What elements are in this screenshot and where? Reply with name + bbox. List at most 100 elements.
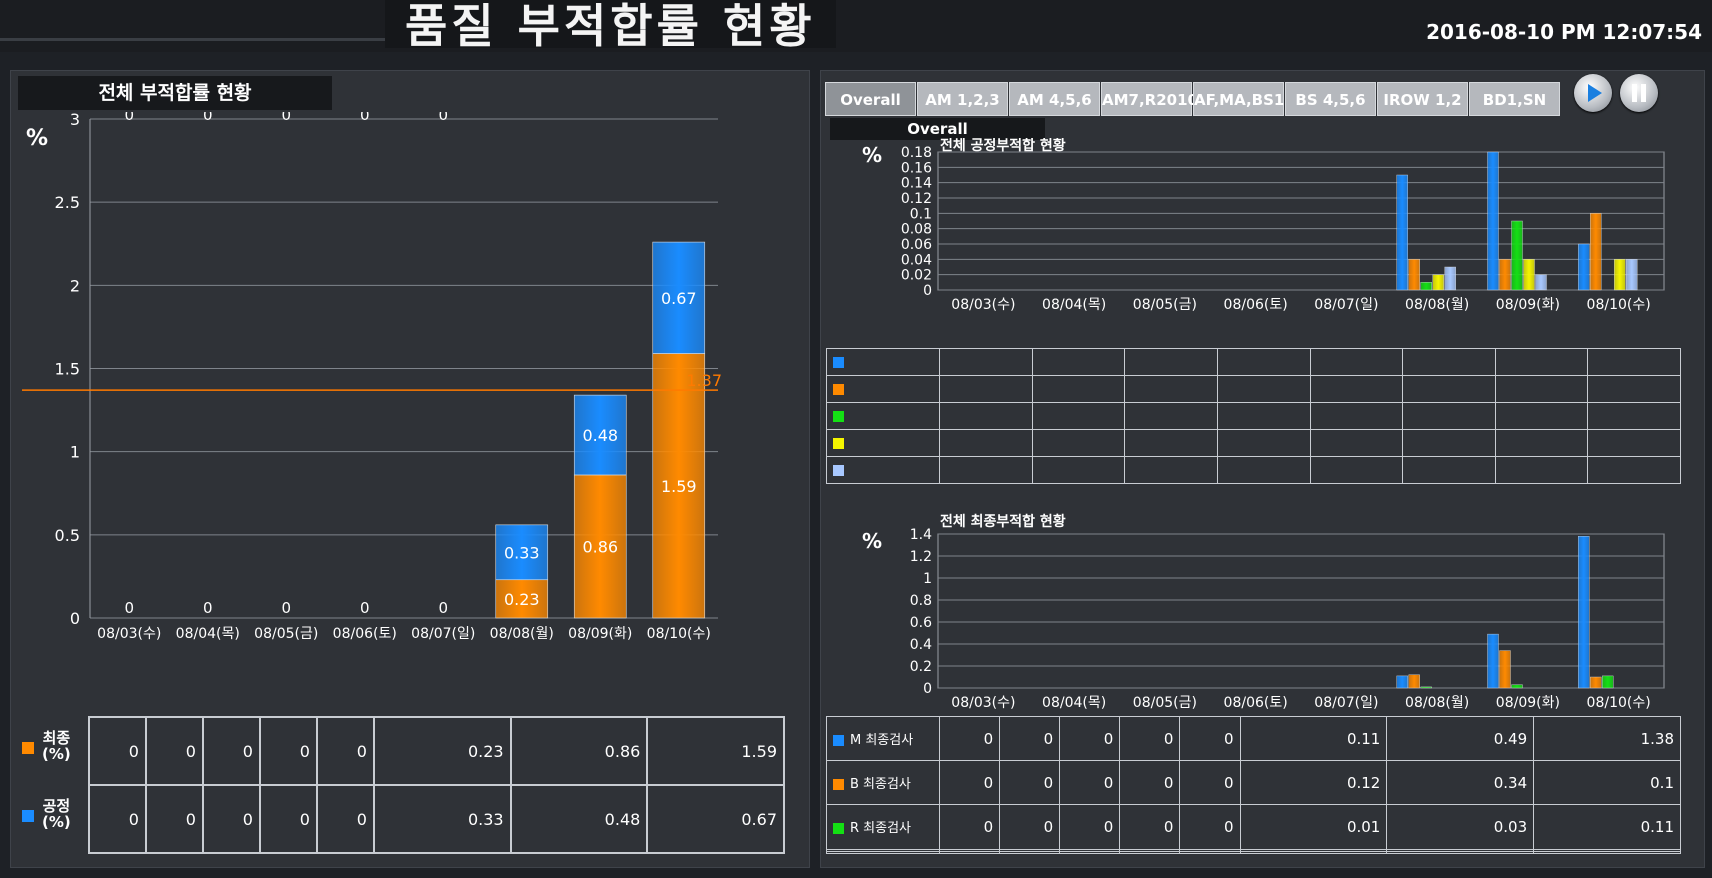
bar — [1590, 213, 1601, 290]
tab-bd1-sn[interactable]: BD1,SN — [1469, 82, 1560, 116]
table-row — [827, 349, 1681, 376]
legend-swatch — [22, 742, 34, 754]
legend-label: 공정 (%) — [42, 798, 71, 830]
tab-am-4-5-6[interactable]: AM 4,5,6 — [1009, 82, 1100, 116]
x-tick-label: 08/04(목) — [1042, 297, 1106, 313]
table-cell: 0.48 — [511, 785, 648, 853]
y-tick-label: 1.4 — [910, 527, 932, 543]
table-cell: 0 — [1000, 761, 1060, 805]
table-cell — [1120, 851, 1180, 853]
table-cell — [1403, 376, 1496, 403]
bar-data-label: 0.86 — [582, 537, 618, 556]
table-cell: 0 — [89, 717, 146, 785]
table-cell — [1495, 403, 1588, 430]
bar — [1524, 259, 1535, 290]
table-cell — [1310, 403, 1403, 430]
overall-section-label: Overall — [830, 118, 1045, 140]
table-cell — [1217, 376, 1310, 403]
bar — [1614, 259, 1625, 290]
bar — [1409, 259, 1420, 290]
table-cell — [1495, 376, 1588, 403]
x-tick-label: 08/03(수) — [97, 626, 161, 642]
page-title: 품질 부적합률 현황 — [385, 0, 836, 48]
table-cell — [1125, 376, 1218, 403]
legend-swatch — [833, 735, 844, 746]
y-tick-label: 0.1 — [910, 206, 932, 222]
x-tick-label: 08/06(토) — [1224, 297, 1288, 313]
y-tick-label: 0.18 — [901, 145, 932, 161]
bar — [1578, 244, 1589, 290]
table-cell — [1588, 376, 1681, 403]
legend-swatch — [833, 411, 844, 422]
legend-label: 최종 (%) — [42, 730, 71, 762]
legend-label: B 최종검사 — [850, 777, 911, 792]
table-cell — [1495, 457, 1588, 484]
x-tick-label: 08/09(화) — [568, 626, 632, 642]
bar — [1488, 152, 1499, 290]
table-row — [827, 403, 1681, 430]
tab-overall[interactable]: Overall — [825, 82, 916, 116]
table-cell: 0 — [1120, 805, 1180, 849]
tab-am7-r2010[interactable]: AM7,R2010 — [1101, 82, 1192, 116]
bar — [1433, 275, 1444, 290]
legend-label: M 최종검사 — [850, 733, 913, 748]
reference-line-label: 1.37 — [686, 371, 722, 390]
table-cell — [1387, 851, 1534, 853]
y-tick-label: 0.2 — [910, 659, 932, 675]
table-cell — [940, 349, 1033, 376]
bottom-zero-label: 0 — [438, 599, 448, 617]
table-cell: 0.23 — [374, 717, 511, 785]
table-cell: 0 — [260, 717, 317, 785]
table-cell: 0 — [1060, 717, 1120, 761]
bar — [1578, 536, 1589, 688]
y-axis-unit: % — [26, 126, 48, 151]
y-axis-unit: % — [862, 143, 882, 167]
table-cell: 0 — [1000, 717, 1060, 761]
left-data-table: 0 0 0 0 0 0.23 0.86 1.59 0 0 0 0 0 0.33 0.48 0.67 — [88, 716, 785, 854]
table-cell: 0 — [1180, 761, 1240, 805]
x-tick-label: 08/05(금) — [254, 626, 318, 642]
tab-am-1-2-3[interactable]: AM 1,2,3 — [917, 82, 1008, 116]
bar-data-label: 0.23 — [504, 590, 540, 609]
table-cell: 0 — [1120, 717, 1180, 761]
table-cell: 0 — [260, 785, 317, 853]
table-cell — [1125, 349, 1218, 376]
bar-data-label: 0.67 — [661, 289, 697, 308]
legend-cell: B 최종검사 — [827, 761, 940, 805]
table-row — [827, 430, 1681, 457]
table-cell — [1240, 851, 1387, 853]
y-tick-label: 0.14 — [901, 176, 932, 192]
legend-cell — [827, 376, 940, 403]
table-row: R 최종검사 0 0 0 0 0 0.01 0.03 0.11 — [827, 805, 1681, 849]
table-cell — [940, 403, 1033, 430]
play-icon — [1574, 74, 1612, 112]
tab-af-ma-bs1[interactable]: AF,MA,BS1 — [1193, 82, 1284, 116]
table-cell — [1032, 349, 1125, 376]
y-tick-label: 0.12 — [901, 191, 932, 207]
bottom-zero-label: 0 — [203, 599, 213, 617]
table-cell: 0 — [1180, 805, 1240, 849]
pause-button[interactable] — [1620, 74, 1658, 112]
pause-icon — [1620, 74, 1658, 112]
y-axis-unit: % — [862, 529, 882, 553]
play-button[interactable] — [1574, 74, 1612, 112]
table-cell — [1310, 376, 1403, 403]
table-cell — [940, 430, 1033, 457]
table-row — [827, 851, 1681, 853]
tab-irow-1-2[interactable]: IROW 1,2 — [1377, 82, 1468, 116]
table-cell: 0.01 — [1240, 805, 1387, 849]
x-tick-label: 08/06(토) — [333, 626, 397, 642]
bar — [1512, 685, 1523, 688]
table-cell — [1032, 376, 1125, 403]
table-cell — [1310, 349, 1403, 376]
tab-bs-4-5-6[interactable]: BS 4,5,6 — [1285, 82, 1376, 116]
table-cell: 0.11 — [1240, 717, 1387, 761]
table-cell — [1217, 349, 1310, 376]
table-cell: 0 — [317, 785, 374, 853]
x-tick-label: 08/05(금) — [1133, 297, 1197, 313]
table-cell — [827, 851, 940, 853]
legend-swatch — [22, 810, 34, 822]
legend-swatch — [833, 384, 844, 395]
top-zero-label: 0 — [203, 112, 213, 124]
y-tick-label: 2.5 — [55, 193, 80, 212]
